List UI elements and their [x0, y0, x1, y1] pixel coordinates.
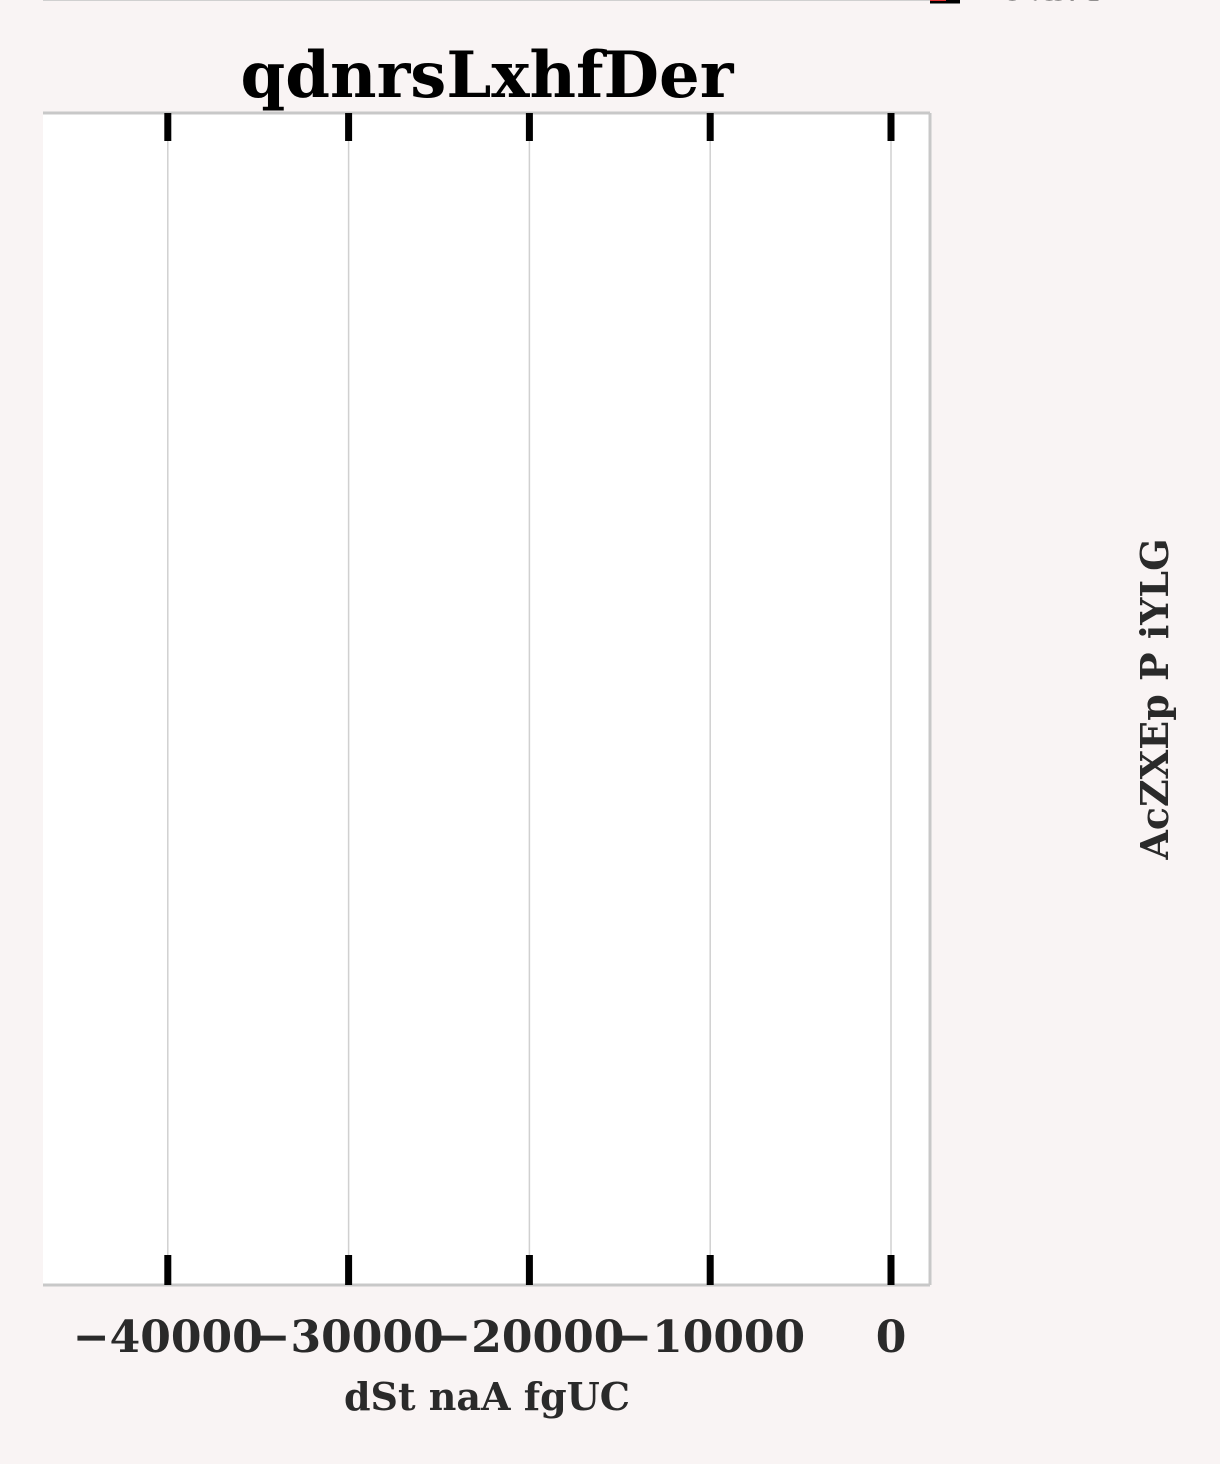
- plot-frame: [43, 111, 932, 1287]
- x-tick-label: −10000: [615, 1312, 805, 1363]
- x-axis-label: dSt naA fgUC: [344, 1374, 630, 1419]
- x-tick-label: −30000: [254, 1312, 444, 1363]
- y-tick-label: −1.5: [997, 0, 1110, 11]
- axis-ticks: [164, 0, 960, 1285]
- x-tick-label: −20000: [434, 1312, 624, 1363]
- plot-area: [43, 113, 930, 1285]
- y-tick-label: −1.0: [997, 0, 1110, 11]
- x-tick-label: −40000: [73, 1312, 263, 1363]
- chart-title: qdnrsLxhfDer: [241, 38, 735, 113]
- tick-labels: −40000−30000−20000−10000 0 0.0−0.5−1.0−1.5…: [73, 0, 1111, 1363]
- x-tick-label: 0: [876, 1312, 907, 1363]
- y-tick-label: −0.5: [997, 0, 1110, 11]
- y-tick-label: −2.0: [997, 0, 1110, 11]
- y-tick-label: 0.0: [997, 0, 1074, 11]
- grid: [43, 0, 930, 1285]
- y-axis-label: AcZXEp P iYLG: [1132, 538, 1177, 860]
